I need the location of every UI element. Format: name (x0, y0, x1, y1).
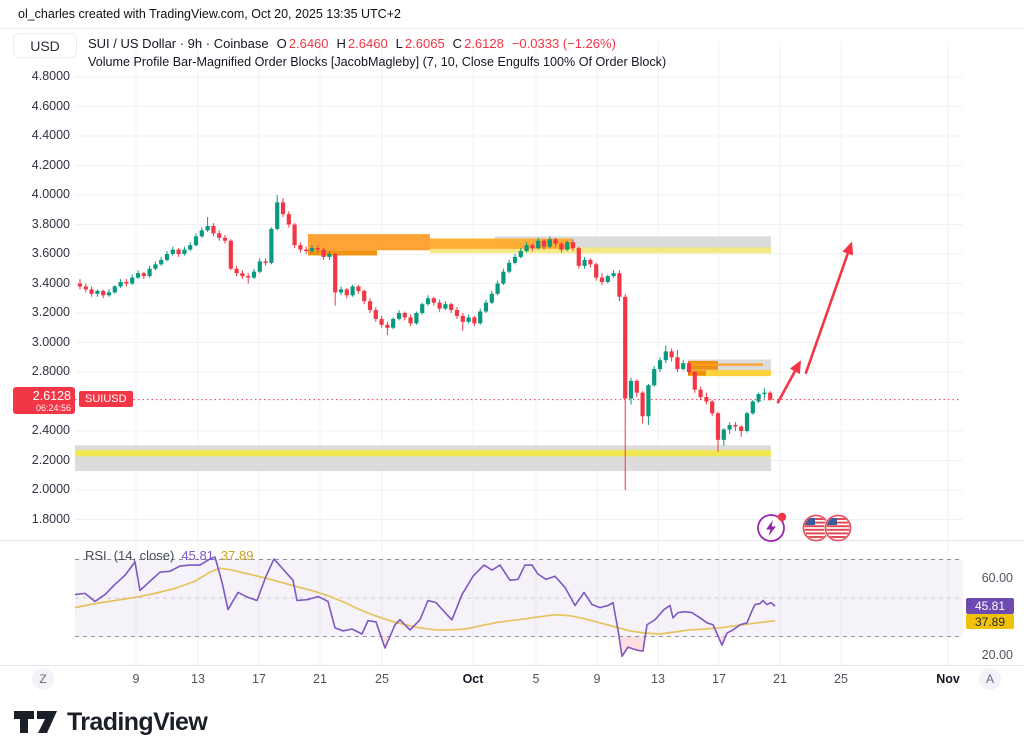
high-label: H (336, 36, 346, 51)
rsi-indicator-params: (14, close) (113, 548, 175, 563)
open-value: 2.6460 (288, 36, 329, 51)
us-market-flags-icon[interactable] (801, 512, 855, 544)
price-tick-label: 3.0000 (31, 334, 70, 349)
rsi-status-line: RSI (14, close) 45.81 37.89 (85, 548, 253, 563)
price-tick-label: 4.8000 (31, 69, 70, 83)
time-tick-label: 17 (712, 672, 726, 686)
price-tick-label: 2.4000 (31, 423, 70, 437)
indicator-status-line: Volume Profile Bar-Magnified Order Block… (88, 55, 667, 69)
time-tick-label: 21 (313, 672, 327, 686)
tradingview-logo[interactable]: TradingView (14, 706, 208, 738)
low-value: 2.6065 (404, 36, 445, 51)
ohlc-low: L 2.6065 (396, 36, 445, 51)
change-value: −0.0333 (−1.26%) (511, 36, 616, 51)
high-value: 2.6460 (347, 36, 388, 51)
us-flag-left (804, 516, 828, 540)
us-flag-right (826, 516, 850, 540)
last-price-value: 2.6128 (32, 389, 71, 403)
ohlc-close: C 2.6128 (453, 36, 504, 51)
timezone-badge[interactable]: Z (32, 668, 54, 690)
price-tick-label: 2.0000 (31, 482, 70, 496)
currency-toggle-button[interactable]: USD (13, 33, 77, 58)
attribution-text: ol_charles created with TradingView.com,… (18, 7, 401, 21)
time-tick-label: 25 (375, 672, 389, 686)
time-tick-label: 5 (532, 672, 540, 686)
rsi-ma-badge: 37.89 (966, 613, 1014, 630)
lightning-bolt-icon (766, 520, 776, 536)
open-label: O (276, 36, 287, 51)
price-tick-label: 3.6000 (31, 246, 70, 260)
corner-badge[interactable]: A (979, 668, 1001, 690)
price-tick-label: 2.2000 (31, 452, 70, 467)
bar-countdown: 06:24:56 (35, 402, 71, 413)
price-tick-label: 3.4000 (31, 275, 70, 290)
price-tick-label: 2.8000 (31, 364, 70, 378)
time-tick-label: Oct (462, 672, 484, 686)
symbol-status-line: SUI / US Dollar · 9h · Coinbase O 2.6460 … (88, 36, 616, 51)
time-tick-label: 25 (834, 672, 848, 686)
last-price-tag: 2.6128 06:24:56 (13, 387, 75, 414)
rsi-value-badge: 45.81 (966, 598, 1014, 614)
low-label: L (395, 36, 403, 51)
tradingview-logo-text: TradingView (67, 707, 208, 736)
rsi-scale-upper-label: 60.00 (981, 571, 1013, 585)
header-divider (0, 28, 1024, 29)
price-tick-label: 4.4000 (31, 128, 70, 142)
ohlc-high: H 2.6460 (337, 36, 388, 51)
time-tick-label: Nov (936, 672, 960, 686)
rsi-scale-lower-label: 20.00 (981, 648, 1013, 662)
notification-dot (777, 512, 787, 522)
rsi-indicator-name: RSI (85, 548, 107, 563)
time-tick-label: 17 (252, 672, 266, 686)
rsi-ma-value: 37.89 (220, 548, 254, 563)
price-tick-label: 1.8000 (31, 511, 70, 526)
time-axis-divider (0, 665, 1024, 666)
tradingview-logo-mark (14, 711, 57, 733)
time-tick-label: 13 (651, 672, 665, 686)
time-tick-label: 9 (593, 672, 601, 686)
ohlc-open: O 2.6460 (277, 36, 329, 51)
close-label: C (452, 36, 463, 51)
price-tick-label: 4.2000 (31, 157, 70, 172)
price-line-symbol-tag: SUIUSD (79, 391, 133, 407)
time-tick-label: 13 (191, 672, 205, 686)
flag-ring-right (824, 514, 852, 542)
symbol-title: SUI / US Dollar · 9h · Coinbase (88, 36, 269, 51)
price-tick-label: 3.2000 (31, 305, 70, 319)
flash-ideas-icon[interactable] (753, 509, 791, 547)
price-tick-label: 4.0000 (31, 187, 70, 201)
price-tick-label: 3.8000 (31, 216, 70, 231)
rsi-value: 45.81 (181, 548, 214, 563)
pane-divider[interactable] (0, 540, 1024, 541)
close-value: 2.6128 (464, 36, 504, 51)
time-tick-label: 9 (132, 672, 140, 686)
price-tick-label: 4.6000 (31, 98, 70, 113)
time-tick-label: 21 (773, 672, 787, 686)
